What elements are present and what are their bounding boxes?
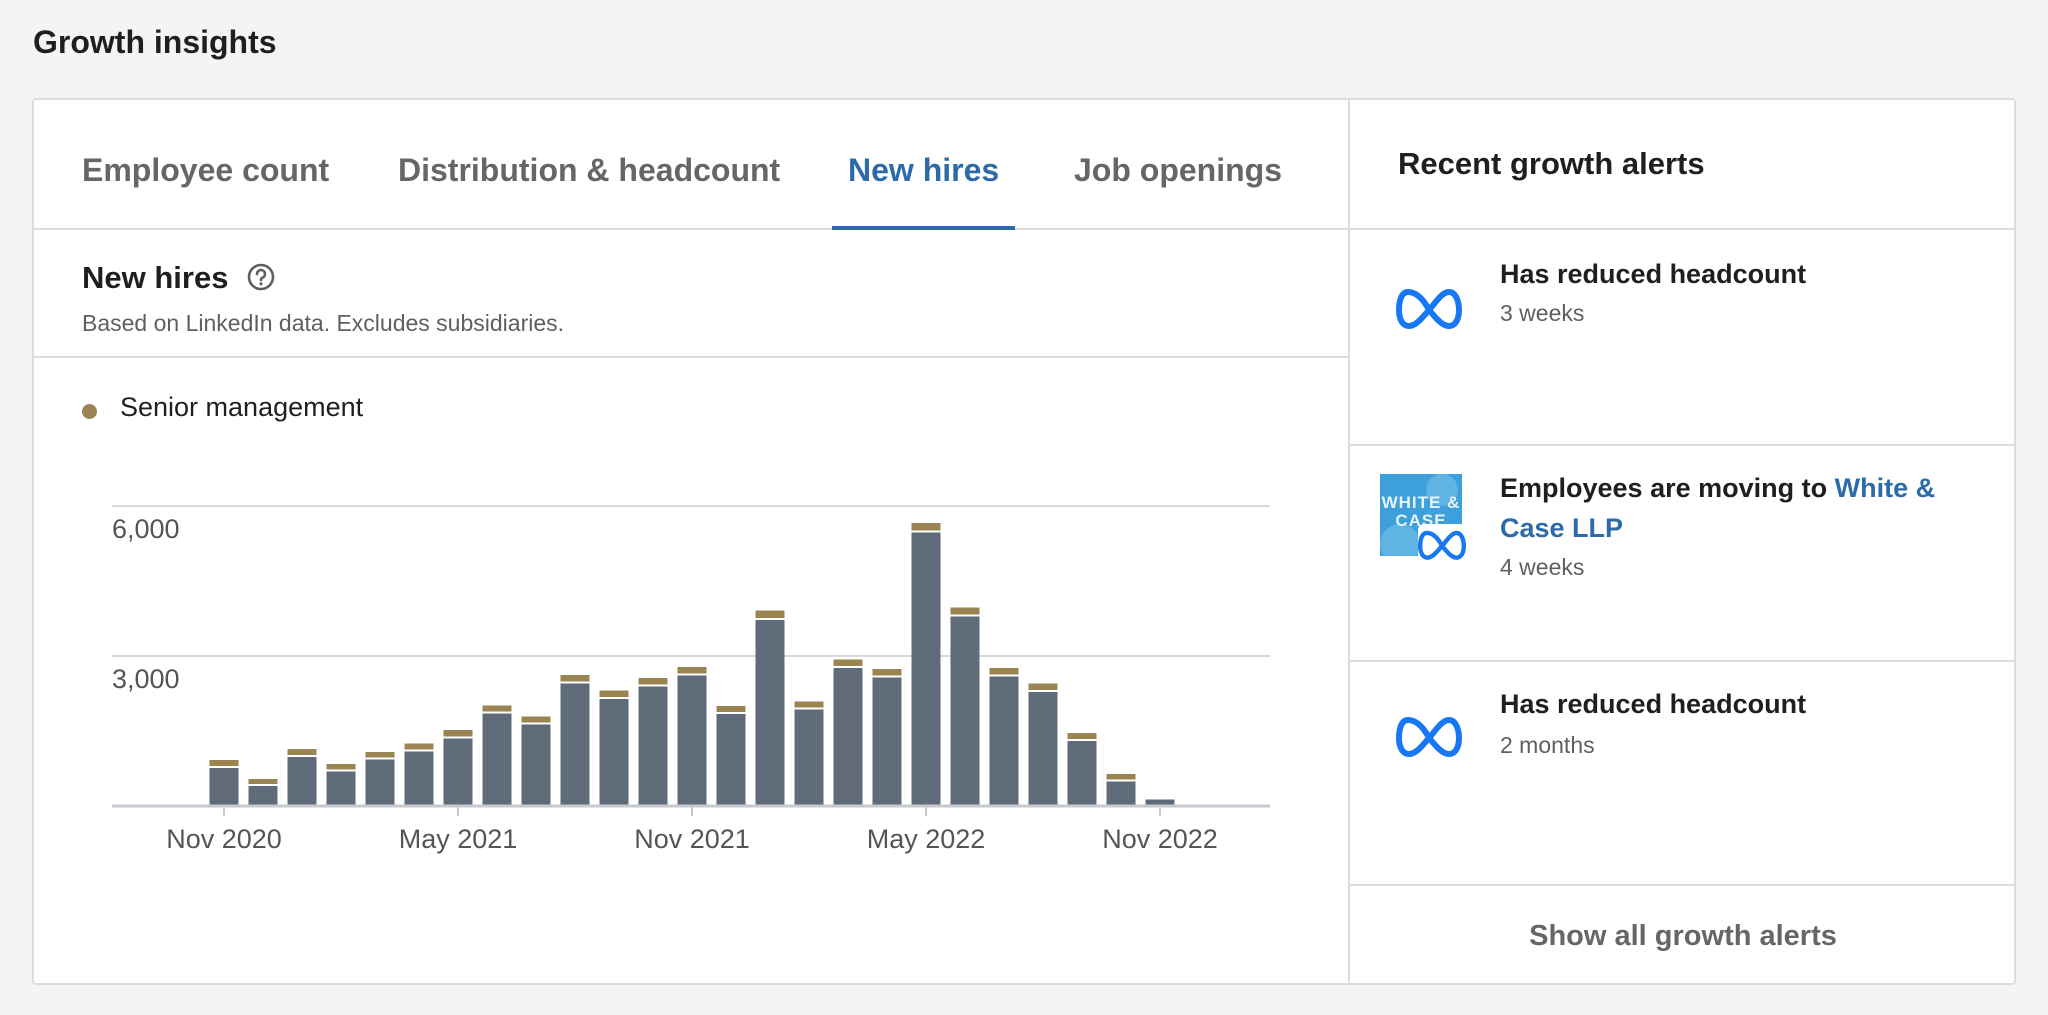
- bar: [1106, 781, 1136, 806]
- tab-distribution-headcount[interactable]: Distribution & headcount: [398, 152, 781, 188]
- bar-segment-senior-management: [209, 760, 239, 766]
- bar-segment-senior-management: [1067, 733, 1097, 739]
- x-tick-label: May 2021: [399, 824, 518, 854]
- bar: [638, 686, 668, 806]
- bar-segment-senior-management: [560, 675, 590, 682]
- alert-item[interactable]: Has reduced headcount 2 months: [1350, 662, 2016, 886]
- bar-segment-senior-management: [638, 678, 668, 685]
- alert-text: Has reduced headcount: [1500, 259, 1807, 289]
- tab-job-openings[interactable]: Job openings: [1074, 152, 1282, 188]
- bar-segment-senior-management: [443, 730, 473, 737]
- bar-segment-senior-management: [716, 706, 746, 712]
- bar: [248, 786, 278, 806]
- bar: [365, 759, 395, 806]
- bar-segment-senior-management: [872, 669, 902, 676]
- section-title: New hires: [82, 260, 229, 295]
- alert-time: 2 months: [1500, 732, 1595, 758]
- bar: [1145, 799, 1175, 806]
- x-tick-label: May 2022: [867, 824, 986, 854]
- alert-time: 4 weeks: [1500, 554, 1585, 580]
- bar-segment-senior-management: [521, 716, 551, 723]
- bar-segment-senior-management: [1106, 774, 1136, 780]
- bar: [560, 683, 590, 806]
- bar-segment-senior-management: [989, 668, 1019, 675]
- new-hires-chart: 6,000 3,000 Nov 2020 May 2021 Nov 2021 May 20…: [112, 505, 1270, 854]
- tab-bar: Employee count Distribution & headcount …: [34, 100, 1348, 230]
- bar: [716, 714, 746, 806]
- bar-segment-senior-management: [482, 705, 512, 712]
- bar: [755, 620, 785, 806]
- bar-segment-senior-management: [833, 659, 863, 666]
- bar-segment-senior-management: [950, 607, 980, 615]
- bar: [287, 757, 317, 806]
- alert-time: 3 weeks: [1500, 300, 1585, 326]
- alerts-pane: Recent growth alerts Has reduced headcou…: [1348, 100, 2016, 983]
- x-tick-label: Nov 2022: [1102, 824, 1218, 854]
- legend-dot: [82, 404, 97, 419]
- bar: [209, 768, 239, 806]
- show-all-alerts-button[interactable]: Show all growth alerts: [1529, 920, 1837, 952]
- x-tick-label: Nov 2020: [166, 824, 282, 854]
- bar-segment-senior-management: [287, 749, 317, 755]
- legend-label: Senior management: [120, 392, 364, 422]
- bar: [677, 675, 707, 806]
- section-header: New hires Based on LinkedIn data. Exclud…: [34, 230, 1348, 358]
- meta-logo-icon: [1396, 717, 1462, 757]
- alert-item[interactable]: Employees are moving to White & Case LLP…: [1350, 446, 2016, 662]
- alert-text: Employees are moving to White & Case LLP: [1500, 468, 1980, 548]
- tab-new-hires[interactable]: New hires: [831, 100, 1016, 230]
- bar: [1067, 741, 1097, 806]
- bar: [794, 709, 824, 806]
- alert-text: Has reduced headcount: [1500, 689, 1807, 719]
- bar: [443, 738, 473, 806]
- bar-segment-senior-management: [365, 752, 395, 758]
- y-tick-label: 6,000: [112, 514, 180, 544]
- page-title: Growth insights: [33, 24, 277, 60]
- alerts-title: Recent growth alerts: [1398, 146, 1705, 181]
- tab-employee-count[interactable]: Employee count: [82, 152, 330, 188]
- bar-segment-senior-management: [677, 667, 707, 674]
- meta-badge: [1418, 524, 1466, 564]
- meta-logo-icon: [1396, 289, 1462, 329]
- bar-segment-senior-management: [911, 523, 941, 531]
- bar: [482, 713, 512, 806]
- question-circle-icon[interactable]: [246, 262, 276, 292]
- bar-segment-senior-management: [248, 779, 278, 784]
- bar-segment-senior-management: [755, 610, 785, 618]
- bar: [599, 699, 629, 806]
- bar: [521, 724, 551, 806]
- growth-insights-card: Employee count Distribution & headcount …: [32, 98, 2016, 985]
- alert-text-prefix: Employees are moving to: [1500, 473, 1835, 503]
- bar-segment-senior-management: [404, 743, 434, 750]
- bar: [1028, 692, 1058, 806]
- section-subtitle: Based on LinkedIn data. Excludes subsidi…: [82, 310, 565, 336]
- bar: [911, 532, 941, 806]
- bar: [326, 771, 356, 806]
- bar-segment-senior-management: [794, 701, 824, 708]
- bar-segment-senior-management: [1028, 683, 1058, 690]
- alerts-header: Recent growth alerts: [1350, 100, 2016, 230]
- bar-segment-senior-management: [326, 764, 356, 770]
- x-tick-label: Nov 2021: [634, 824, 750, 854]
- alert-item[interactable]: Has reduced headcount 3 weeks: [1350, 230, 2016, 446]
- bar: [950, 616, 980, 806]
- bar: [989, 676, 1019, 806]
- company-link[interactable]: White & Case LLP: [1500, 473, 1936, 543]
- bar: [833, 668, 863, 806]
- bar-segment-senior-management: [599, 690, 629, 697]
- bar: [872, 677, 902, 806]
- meta-logo-icon: [1418, 530, 1466, 560]
- y-tick-label: 3,000: [112, 664, 180, 694]
- chart-pane: Employee count Distribution & headcount …: [34, 100, 1348, 983]
- bar: [404, 751, 434, 806]
